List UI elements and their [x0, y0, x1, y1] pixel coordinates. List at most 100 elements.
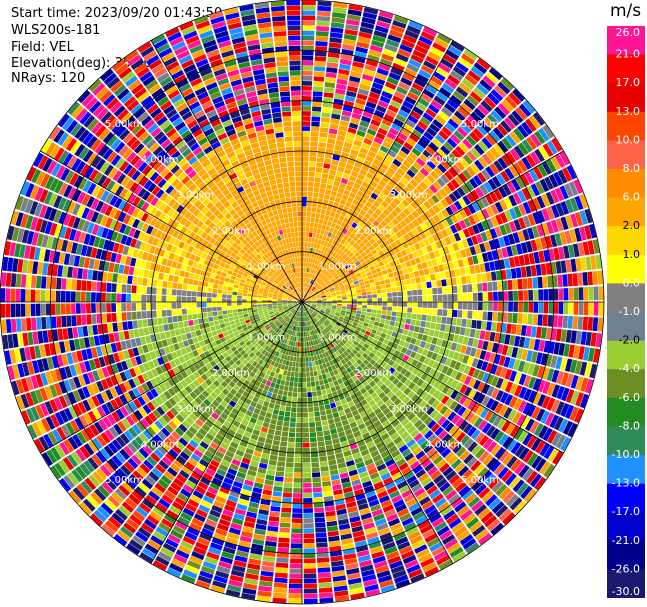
velocity-gate	[430, 470, 442, 480]
velocity-gate	[388, 104, 399, 113]
velocity-gate	[314, 334, 319, 340]
velocity-gate	[346, 412, 353, 419]
velocity-gate	[392, 141, 403, 150]
velocity-gate	[306, 303, 312, 305]
velocity-gate	[490, 364, 498, 375]
velocity-gate	[432, 204, 441, 214]
velocity-gate	[363, 485, 374, 493]
velocity-gate	[562, 167, 573, 182]
velocity-gate	[582, 272, 588, 286]
velocity-gate	[352, 277, 358, 282]
velocity-gate	[448, 45, 462, 57]
velocity-gate	[365, 588, 381, 597]
velocity-gate	[260, 570, 274, 577]
velocity-gate	[291, 366, 296, 372]
velocity-gate	[396, 167, 406, 177]
velocity-gate	[408, 568, 423, 579]
velocity-gate	[354, 134, 364, 142]
velocity-gate	[473, 107, 486, 120]
velocity-gate	[523, 488, 537, 503]
velocity-gate	[335, 350, 341, 357]
velocity-gate	[376, 399, 385, 408]
velocity-gate	[509, 131, 521, 144]
velocity-gate	[341, 292, 347, 296]
velocity-gate	[475, 483, 487, 496]
velocity-gate	[436, 280, 442, 287]
velocity-gate	[325, 361, 331, 368]
velocity-gate	[357, 334, 363, 340]
velocity-gate	[336, 230, 342, 237]
velocity-gate	[528, 115, 541, 129]
velocity-gate	[302, 412, 308, 418]
velocity-gate	[446, 377, 455, 387]
velocity-gate	[332, 412, 340, 419]
velocity-gate	[372, 384, 380, 392]
velocity-gate	[555, 261, 562, 274]
velocity-gate	[343, 553, 357, 560]
velocity-gate	[378, 467, 389, 476]
velocity-gate	[291, 528, 302, 534]
velocity-gate	[310, 279, 314, 284]
velocity-gate	[302, 91, 312, 96]
velocity-gate	[317, 314, 322, 319]
velocity-gate	[302, 282, 304, 287]
velocity-gate	[312, 91, 323, 97]
velocity-gate	[406, 25, 421, 35]
velocity-gate	[238, 498, 249, 506]
velocity-gate	[346, 294, 352, 297]
velocity-gate	[462, 154, 473, 165]
velocity-gate	[311, 303, 317, 305]
velocity-gate	[322, 303, 327, 305]
velocity-gate	[318, 288, 324, 292]
velocity-gate	[482, 340, 489, 351]
velocity-gate	[407, 456, 418, 466]
velocity-gate	[361, 308, 367, 312]
velocity-gate	[372, 294, 377, 298]
velocity-gate	[298, 367, 302, 373]
velocity-gate	[343, 217, 350, 224]
velocity-gate	[305, 357, 309, 362]
velocity-gate	[319, 188, 326, 194]
velocity-gate	[390, 176, 400, 185]
velocity-gate	[313, 334, 317, 340]
velocity-gate	[387, 213, 395, 221]
velocity-gate	[376, 570, 391, 579]
velocity-gate	[325, 225, 331, 232]
velocity-gate	[306, 331, 310, 337]
velocity-gate	[476, 124, 488, 136]
velocity-gate	[575, 258, 582, 272]
velocity-gate	[422, 308, 428, 315]
velocity-gate	[412, 49, 426, 60]
velocity-gate	[452, 551, 467, 563]
velocity-gate	[326, 143, 335, 150]
velocity-gate	[400, 431, 410, 440]
velocity-gate	[366, 308, 372, 313]
velocity-gate	[364, 436, 373, 444]
velocity-gate	[419, 496, 431, 506]
velocity-gate	[325, 409, 332, 415]
velocity-gate	[320, 183, 327, 189]
velocity-gate	[308, 171, 315, 177]
velocity-gate	[315, 322, 320, 327]
velocity-gate	[438, 248, 445, 256]
velocity-gate	[330, 311, 336, 315]
velocity-gate	[308, 232, 313, 238]
velocity-gate	[318, 255, 322, 261]
velocity-gate	[302, 15, 316, 21]
velocity-gate	[357, 295, 362, 299]
velocity-gate	[406, 284, 412, 291]
velocity-gate	[278, 537, 290, 543]
velocity-gate	[311, 335, 315, 341]
velocity-gate	[477, 140, 489, 152]
velocity-gate	[369, 265, 375, 271]
velocity-gate	[326, 388, 332, 394]
velocity-gate	[408, 479, 420, 489]
velocity-gate	[353, 361, 359, 368]
velocity-gate	[598, 286, 604, 301]
velocity-gate	[387, 292, 392, 297]
velocity-gate	[386, 310, 392, 316]
velocity-gate	[307, 346, 310, 352]
velocity-gate	[332, 245, 338, 252]
velocity-gate	[456, 446, 467, 458]
velocity-gate	[354, 457, 364, 464]
